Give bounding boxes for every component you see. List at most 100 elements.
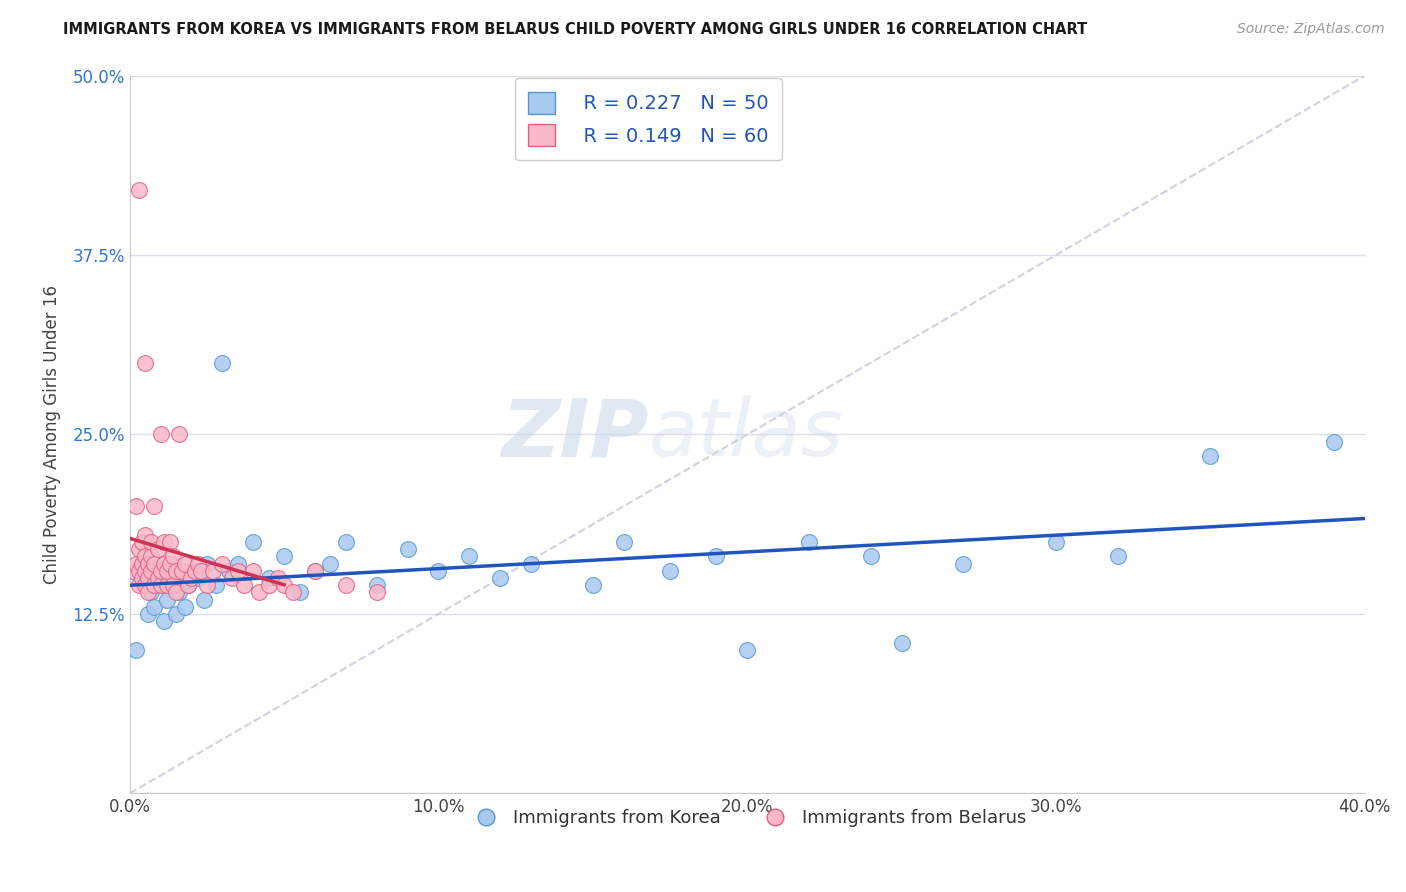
Point	[165, 585, 187, 599]
Point	[489, 571, 512, 585]
Point	[141, 535, 163, 549]
Point	[128, 578, 150, 592]
Point	[797, 535, 820, 549]
Text: Source: ZipAtlas.com: Source: ZipAtlas.com	[1237, 22, 1385, 37]
Point	[136, 571, 159, 585]
Point	[152, 614, 174, 628]
Point	[156, 578, 179, 592]
Point	[180, 571, 202, 585]
Point	[174, 599, 197, 614]
Point	[242, 564, 264, 578]
Point	[233, 578, 256, 592]
Point	[159, 557, 181, 571]
Point	[273, 578, 295, 592]
Point	[165, 607, 187, 621]
Point	[172, 571, 194, 585]
Text: ZIP: ZIP	[501, 395, 648, 474]
Point	[134, 578, 156, 592]
Point	[149, 427, 172, 442]
Point	[202, 564, 225, 578]
Point	[257, 578, 280, 592]
Point	[582, 578, 605, 592]
Point	[141, 564, 163, 578]
Point	[149, 578, 172, 592]
Point	[143, 500, 166, 514]
Point	[366, 578, 388, 592]
Point	[267, 571, 290, 585]
Point	[211, 557, 233, 571]
Point	[146, 542, 169, 557]
Point	[159, 535, 181, 549]
Point	[195, 578, 218, 592]
Point	[136, 607, 159, 621]
Point	[247, 585, 270, 599]
Point	[335, 578, 357, 592]
Point	[125, 642, 148, 657]
Point	[162, 549, 184, 564]
Point	[128, 564, 150, 578]
Point	[427, 564, 450, 578]
Text: atlas: atlas	[648, 395, 844, 474]
Point	[205, 578, 228, 592]
Point	[187, 571, 209, 585]
Point	[125, 500, 148, 514]
Point	[128, 183, 150, 197]
Point	[141, 585, 163, 599]
Point	[162, 557, 184, 571]
Point	[141, 549, 163, 564]
Point	[183, 564, 205, 578]
Point	[159, 571, 181, 585]
Point	[128, 542, 150, 557]
Point	[134, 578, 156, 592]
Point	[319, 557, 342, 571]
Point	[257, 571, 280, 585]
Point	[156, 592, 179, 607]
Point	[952, 557, 974, 571]
Point	[226, 557, 249, 571]
Point	[283, 585, 305, 599]
Point	[136, 557, 159, 571]
Text: IMMIGRANTS FROM KOREA VS IMMIGRANTS FROM BELARUS CHILD POVERTY AMONG GIRLS UNDER: IMMIGRANTS FROM KOREA VS IMMIGRANTS FROM…	[63, 22, 1087, 37]
Point	[156, 564, 179, 578]
Point	[187, 557, 209, 571]
Point	[1323, 434, 1346, 449]
Point	[172, 564, 194, 578]
Point	[167, 427, 190, 442]
Point	[1045, 535, 1067, 549]
Point	[226, 564, 249, 578]
Point	[190, 564, 212, 578]
Point	[149, 564, 172, 578]
Point	[735, 642, 758, 657]
Point	[134, 528, 156, 542]
Point	[706, 549, 728, 564]
Y-axis label: Child Poverty Among Girls Under 16: Child Poverty Among Girls Under 16	[44, 285, 60, 584]
Point	[180, 564, 202, 578]
Point	[143, 599, 166, 614]
Point	[335, 535, 357, 549]
Point	[273, 549, 295, 564]
Point	[143, 578, 166, 592]
Point	[143, 557, 166, 571]
Point	[218, 564, 240, 578]
Point	[859, 549, 882, 564]
Point	[177, 578, 200, 592]
Point	[146, 571, 169, 585]
Point	[125, 557, 148, 571]
Point	[211, 356, 233, 370]
Point	[520, 557, 543, 571]
Point	[458, 549, 481, 564]
Point	[304, 564, 326, 578]
Point	[152, 557, 174, 571]
Point	[134, 549, 156, 564]
Point	[193, 592, 215, 607]
Point	[304, 564, 326, 578]
Point	[134, 356, 156, 370]
Point	[136, 585, 159, 599]
Point	[195, 557, 218, 571]
Point	[177, 578, 200, 592]
Point	[167, 585, 190, 599]
Point	[121, 564, 143, 578]
Point	[165, 564, 187, 578]
Point	[1107, 549, 1129, 564]
Point	[659, 564, 682, 578]
